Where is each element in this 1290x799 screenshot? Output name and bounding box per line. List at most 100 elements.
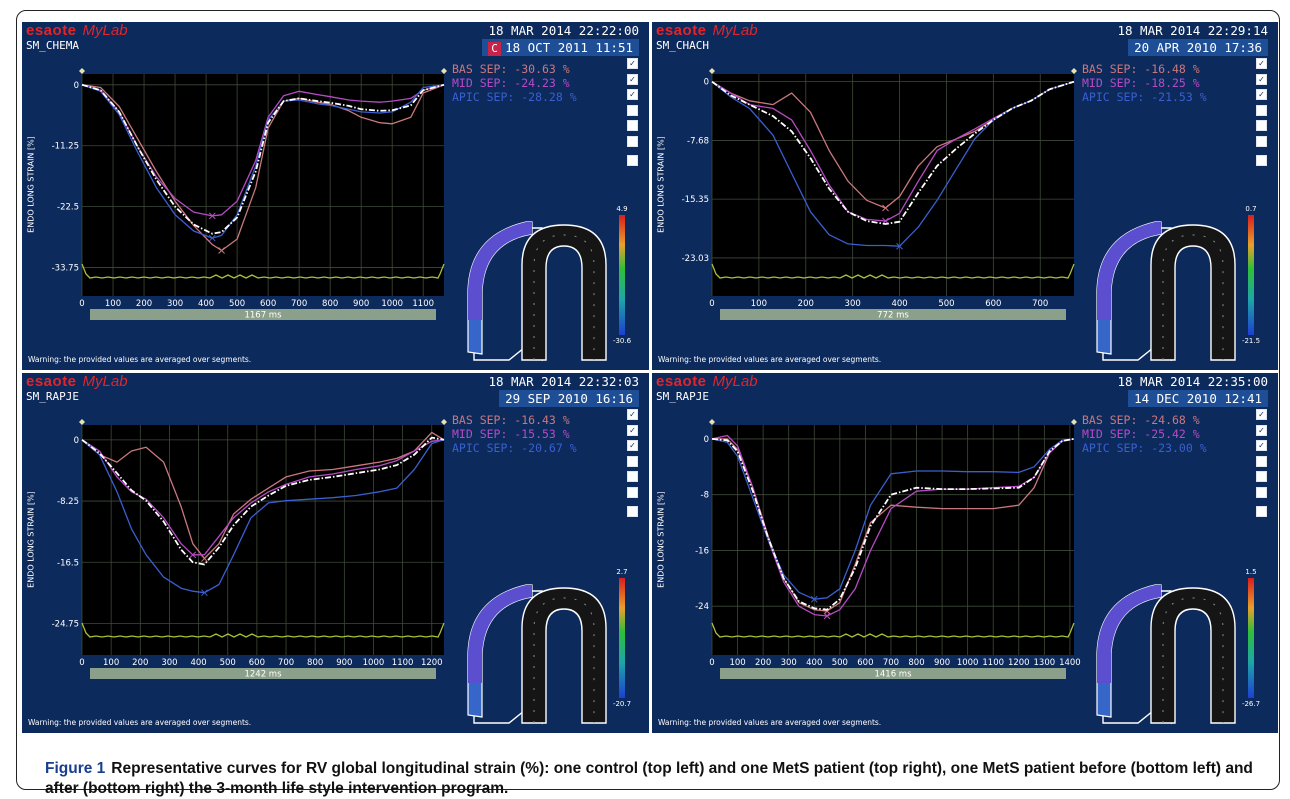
peak-marker [189, 551, 197, 559]
x-tick-label: 800 [307, 658, 323, 668]
legend-entry: BAS SEP: -16.48 % [1082, 62, 1200, 76]
patient-id: SM_CHACH [656, 39, 709, 52]
y-tick-label: -8.25 [57, 497, 79, 507]
cursor-marker-icon[interactable] [441, 419, 447, 425]
y-axis-label: ENDO LONG STRAIN [%] [26, 491, 36, 588]
segment-checkbox[interactable]: ✓ [1256, 73, 1267, 85]
peak-marker [882, 204, 889, 212]
duration-label: 772 ms [877, 311, 909, 321]
strain-chart-svg: 0 100 200 300 400 500 600 700 0 -7.68 -15.35 -23.03… [682, 68, 1254, 362]
x-tick-label: 200 [755, 658, 771, 668]
brand-logo: esaote MyLab [26, 373, 128, 391]
y-axis-label: ENDO LONG STRAIN [%] [656, 136, 666, 233]
brand-logo-mylab: MyLab [712, 373, 758, 390]
apic-sep-curve [711, 438, 1075, 600]
segment-checkbox[interactable]: ✓ [627, 89, 638, 100]
strain-colorbar [1248, 578, 1254, 698]
exam-datetime-text: 20 APR 2010 17:36 [1134, 40, 1262, 55]
segment-checkbox[interactable]: ✓ [1256, 424, 1267, 436]
strain-chart-svg: 0 100 200 300 400 500 600 700 800 900 1000 1100 1200… [695, 419, 1254, 725]
segment-checkbox[interactable] [1256, 505, 1267, 517]
legend-entry: BAS SEP: -30.63 % [452, 62, 570, 76]
segment-checkbox[interactable]: ✓ [627, 73, 638, 85]
segment-checkbox[interactable] [1256, 154, 1267, 166]
segment-checkbox[interactable] [627, 455, 638, 467]
peak-marker [201, 555, 208, 562]
average-curve [711, 438, 1075, 611]
segment-checkbox[interactable]: ✓ [627, 424, 638, 436]
x-tick-label: 600 [249, 658, 265, 668]
strain-panel-bottom-left: esaote MyLab SM_RAPJE 18 MAR 2014 22:32:03 2… [22, 373, 649, 733]
averaging-warning: Warning: the provided values are average… [28, 355, 252, 364]
cursor-marker-icon[interactable] [709, 419, 715, 425]
legend-entry: APIC SEP: -21.53 % [1082, 90, 1207, 104]
brand-logo: esaote MyLab [26, 22, 128, 40]
exam-datetime: 20 APR 2010 17:36 [1128, 39, 1268, 56]
duration-label: 1167 ms [244, 311, 282, 321]
exam-datetime: 14 DEC 2010 12:41 [1128, 390, 1268, 407]
segment-checkbox[interactable] [627, 135, 638, 147]
segment-checkbox[interactable]: ✓ [627, 440, 638, 451]
x-tick-label: 1000 [363, 658, 385, 668]
averaging-warning: Warning: the provided values are average… [658, 355, 882, 364]
ecg-trace [81, 263, 445, 279]
cursor-marker-icon[interactable] [709, 68, 715, 74]
segment-checkbox[interactable] [627, 154, 638, 166]
colorbar-min-label: -30.6 [612, 337, 632, 345]
segment-checkbox[interactable]: ✓ [1256, 89, 1267, 100]
x-tick-label: 0 [79, 299, 84, 309]
segment-checkbox[interactable] [627, 120, 638, 131]
x-tick-label: 900 [336, 658, 352, 668]
segment-checkbox[interactable] [627, 505, 638, 517]
segment-checkbox[interactable] [1256, 471, 1267, 482]
segment-checkbox[interactable] [1256, 120, 1267, 131]
y-tick-label: -22.5 [57, 203, 79, 213]
segment-checkbox[interactable] [627, 471, 638, 482]
segment-checkbox[interactable] [627, 486, 638, 498]
x-tick-label: 400 [891, 299, 907, 309]
x-tick-label: 300 [161, 658, 177, 668]
x-tick-label: 1200 [421, 658, 443, 668]
colorbar-min-label: -21.5 [1241, 337, 1261, 345]
x-tick-label: 1000 [957, 658, 979, 668]
colorbar-min-label: -20.7 [612, 700, 632, 708]
segment-legend: BAS SEP: -16.43 % MID SEP: -15.53 % APIC S… [452, 413, 577, 455]
y-tick-label: -15.35 [682, 195, 709, 205]
duration-bar [720, 309, 1066, 320]
segment-checkbox[interactable]: ✓ [1256, 58, 1267, 69]
x-tick-label: 100 [103, 658, 119, 668]
apic-sep-curve [81, 84, 445, 239]
brand-logo-esaote: esaote [656, 373, 707, 390]
cursor-marker-icon[interactable] [441, 68, 447, 74]
duration-bar [90, 668, 436, 679]
segment-checkbox[interactable] [1256, 486, 1267, 498]
y-tick-label: -7.68 [687, 136, 709, 146]
segment-checkbox[interactable] [1256, 135, 1267, 147]
rv-segment-diagram-icon [1096, 221, 1236, 362]
cursor-marker-icon[interactable] [79, 68, 85, 74]
current-datetime: 18 MAR 2014 22:22:00 [488, 23, 639, 38]
segment-checkbox[interactable] [1256, 455, 1267, 467]
bas-sep-curve [81, 84, 445, 252]
segment-checkbox[interactable]: ✓ [1256, 409, 1267, 420]
x-tick-label: 0 [79, 658, 84, 668]
segment-checkbox[interactable] [627, 104, 638, 116]
x-tick-label: 100 [751, 299, 767, 309]
brand-logo-esaote: esaote [26, 373, 77, 390]
segment-checkbox[interactable]: ✓ [1256, 440, 1267, 451]
compare-badge: C [488, 42, 502, 56]
exam-datetime: 29 SEP 2010 16:16 [499, 390, 639, 407]
x-tick-label: 500 [938, 299, 954, 309]
brand-logo-mylab: MyLab [712, 22, 758, 39]
segment-checkbox[interactable] [1256, 104, 1267, 116]
exam-datetime-text: 18 OCT 2011 11:51 [505, 40, 633, 55]
cursor-marker-icon[interactable] [1071, 419, 1077, 425]
cursor-marker-icon[interactable] [79, 419, 85, 425]
y-tick-label: -16 [695, 546, 709, 556]
plot-area [712, 74, 1074, 296]
segment-checkbox[interactable]: ✓ [627, 58, 638, 69]
x-tick-label: 800 [322, 299, 338, 309]
x-tick-label: 0 [709, 299, 714, 309]
cursor-marker-icon[interactable] [1071, 68, 1077, 74]
segment-checkbox[interactable]: ✓ [627, 409, 638, 420]
